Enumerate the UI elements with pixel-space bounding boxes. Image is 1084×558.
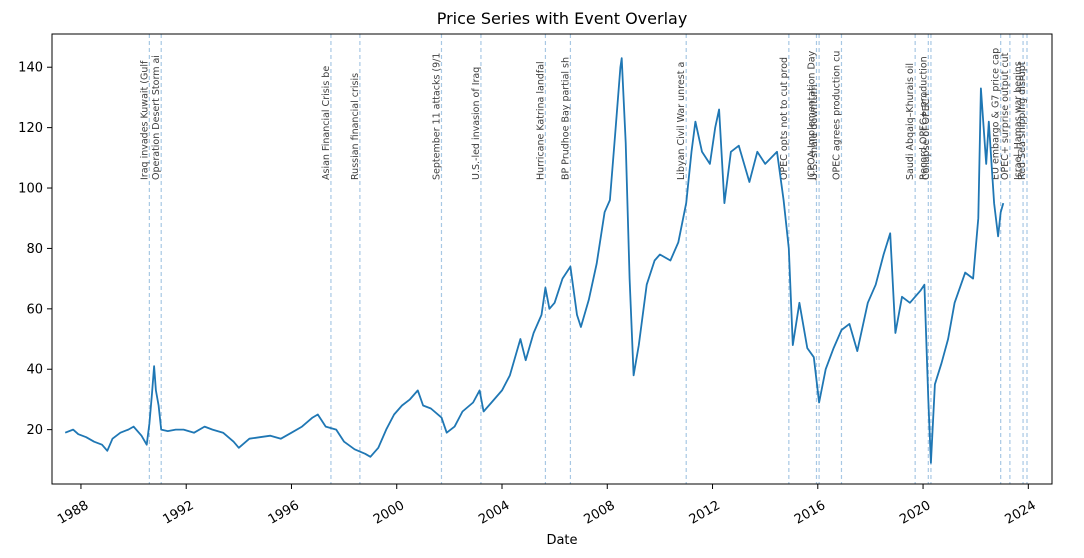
event-label: BP Prudhoe Bay partial sh bbox=[560, 57, 571, 180]
event-label: OPEC agrees production cu bbox=[831, 51, 842, 180]
event-label: Hurricane Katrina landfal bbox=[535, 61, 546, 180]
x-axis: 1988 1992 1996 2000 2004 2008 2012 2016 2020 2024 bbox=[55, 484, 1039, 528]
x-tick-label: 1988 bbox=[55, 498, 91, 528]
plot-frame bbox=[51, 33, 1053, 485]
event-label: Israel–Hamas war begins bbox=[1013, 61, 1024, 180]
x-tick-label: 2016 bbox=[792, 498, 828, 528]
event-label: Collapse of OPEC+ bbox=[921, 91, 932, 180]
event-label: OPEC+ surprise output cut bbox=[1000, 52, 1011, 180]
series-group bbox=[64, 57, 1005, 464]
event-label: Operation Desert Storm ai bbox=[151, 55, 162, 180]
event-label: September 11 attacks (9/1 bbox=[431, 53, 442, 180]
x-tick-label: 2012 bbox=[687, 498, 723, 528]
event-label: Saudi Abqaiq–Khurais oil bbox=[905, 63, 916, 180]
y-tick-label: 40 bbox=[26, 363, 43, 378]
y-tick-label: 100 bbox=[18, 182, 43, 197]
event-label: Iraq invades Kuwait (Gulf bbox=[139, 60, 150, 180]
x-tick-label: 2024 bbox=[1003, 498, 1039, 528]
y-tick-label: 80 bbox=[26, 242, 43, 257]
event-label: JCPOA Implementation Day bbox=[806, 50, 817, 181]
event-label: OPEC opts not to cut prod bbox=[779, 57, 790, 180]
x-tick-label: 2004 bbox=[476, 498, 512, 528]
price-line bbox=[64, 57, 1005, 464]
y-axis: 20 40 60 80 100 120 140 bbox=[18, 61, 52, 438]
event-overlay: Iraq invades Kuwait (Gulf Operation Deser… bbox=[139, 34, 1028, 484]
event-label: Record OPEC+ production bbox=[918, 56, 929, 180]
event-label: Russian financial crisis bbox=[350, 73, 361, 180]
x-tick-label: 1992 bbox=[160, 498, 196, 528]
event-label: Libyan Civil War unrest a bbox=[676, 62, 687, 180]
x-tick-label: 1996 bbox=[266, 498, 302, 528]
event-label: Asian Financial Crisis be bbox=[321, 66, 332, 180]
event-label: U.S. shale downturn bbox=[809, 85, 820, 180]
x-axis-label: Date bbox=[546, 533, 577, 548]
event-label: Red Sea shipping disrupt bbox=[1017, 61, 1028, 180]
x-tick-label: 2000 bbox=[371, 498, 407, 528]
event-label: EU embargo & G7 price cap bbox=[991, 48, 1002, 180]
chart-title: Price Series with Event Overlay bbox=[437, 9, 688, 28]
event-label: U.S.-led invasion of Iraq bbox=[471, 67, 482, 180]
y-tick-label: 60 bbox=[26, 302, 43, 317]
x-tick-label: 2020 bbox=[897, 498, 933, 528]
y-tick-label: 140 bbox=[18, 61, 43, 76]
y-tick-label: 20 bbox=[26, 423, 43, 438]
x-tick-label: 2008 bbox=[582, 498, 618, 528]
y-tick-label: 120 bbox=[18, 121, 43, 136]
